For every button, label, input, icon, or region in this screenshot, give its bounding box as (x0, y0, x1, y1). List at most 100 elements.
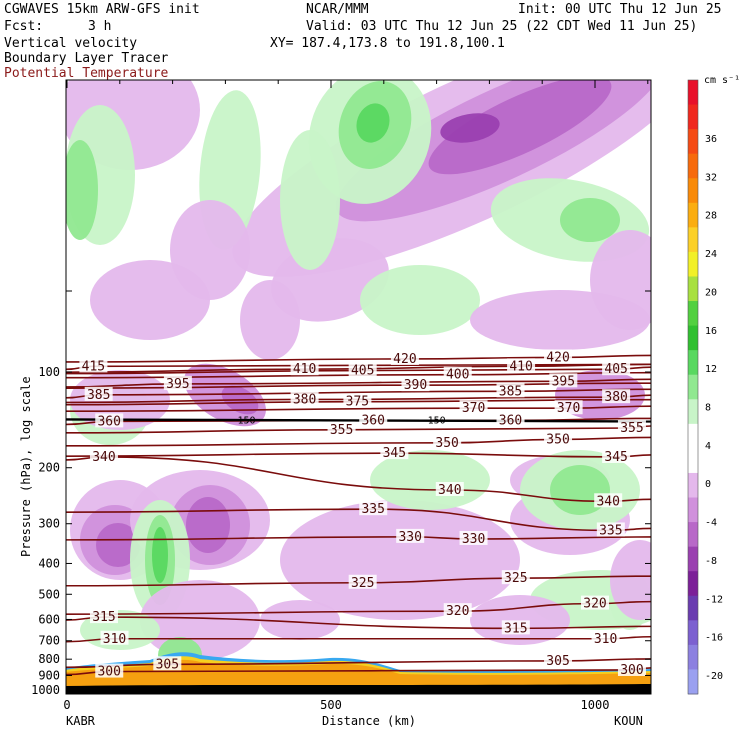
isentrope-label-bg (496, 412, 525, 427)
colorbar-swatch (688, 251, 698, 277)
colorbar-swatch (688, 178, 698, 204)
isentrope-label: 325 (504, 571, 527, 586)
isentrope-label: 355 (330, 423, 353, 438)
velocity-contour-fill (186, 497, 230, 553)
isentrope-label: 330 (462, 532, 485, 547)
isentrope-label: 415 (82, 359, 105, 374)
isentrope-label-bg (507, 358, 536, 373)
velocity-contour-fill (440, 113, 500, 143)
colorbar-swatch (688, 620, 698, 646)
x-tick-label: 500 (320, 698, 342, 712)
isentrope-label-bg (591, 630, 620, 645)
isentrope-label-bg (459, 400, 488, 415)
isentrope-label: 305 (546, 654, 569, 669)
isentrope-label-bg (380, 445, 409, 460)
isentrope-label-bg (153, 656, 182, 671)
isentrope-labels: 300 300 305 305 310 310 315 315 320 320 325 325 330 3… (79, 349, 646, 680)
colorbar-frame (687, 79, 699, 695)
colorbar-unit: cm s⁻¹ (704, 75, 740, 86)
isentrope-label: 360 (97, 414, 120, 429)
isentrope-label: 395 (552, 374, 575, 389)
colorbar-swatch (688, 399, 698, 425)
isentrope-label-bg (459, 530, 488, 545)
isentrope-label: 315 (504, 621, 527, 636)
isentrope-label: 320 (583, 597, 606, 612)
isentrope-label-bg (617, 419, 646, 434)
isentrope-label-bg (79, 358, 108, 373)
isentrope-label: 315 (92, 610, 115, 625)
isentrope-label-bg (443, 603, 472, 618)
isentrope-label: 400 (446, 368, 469, 383)
colorbar-tick-label: 0 (705, 479, 711, 490)
colorbar-swatch (688, 669, 698, 695)
colorbar-swatch (688, 276, 698, 302)
ground (66, 684, 651, 694)
colorbar-swatch (688, 202, 698, 228)
colorbar-tick-label: 24 (705, 249, 717, 260)
forecast-hour: 3 h (88, 19, 112, 34)
isentrope-label: 345 (604, 450, 627, 465)
isentrope-label-bg (348, 574, 377, 589)
isentrope-label-bg (359, 501, 388, 516)
model-title: CGWAVES 15km ARW-GFS init (4, 2, 200, 17)
x-tick-label: 1000 (581, 698, 610, 712)
terrain (66, 652, 651, 694)
init-time: Init: 00 UTC Thu 12 Jun 25 (518, 2, 722, 17)
isentrope-label-bg (602, 361, 631, 376)
velocity-contour-fill (96, 523, 140, 567)
colorbar-tick-label: -16 (705, 633, 723, 644)
isentrope-label: 410 (293, 362, 316, 377)
velocity-contour-fill (152, 527, 168, 583)
isentrope-label: 385 (499, 384, 522, 399)
colorbar-swatch (688, 644, 698, 670)
colorbar-swatch (688, 423, 698, 449)
isentrope-label: 305 (156, 657, 179, 672)
isentrope-label: 345 (383, 446, 406, 461)
isentrope-label-bg (163, 375, 192, 390)
colorbar-swatch (688, 472, 698, 499)
y-tick-label: 800 (38, 652, 60, 666)
tropopause-line (66, 418, 651, 423)
colorbar-swatch (688, 227, 698, 253)
isentrope-label-bg (581, 595, 609, 610)
colorbar-tick-label: 20 (705, 287, 717, 298)
cross-section-endpoints: XY= 187.4,173.8 to 191.8,100.1 (270, 36, 505, 51)
velocity-contour-fill (356, 103, 390, 143)
colorbar-tick-label: 36 (705, 134, 717, 145)
colorbar-swatch (688, 104, 698, 130)
isentrope-label-bg (443, 366, 472, 381)
isentrope-line (66, 575, 651, 587)
isentrope-label: 340 (596, 494, 619, 509)
isentrope-label-bg (327, 421, 356, 436)
y-tick-label: 500 (38, 587, 60, 601)
isentrope-label-bg (501, 620, 530, 635)
isentrope-label-bg (390, 350, 419, 365)
isentrope-label-bg (84, 386, 113, 401)
colorbar-swatch (688, 325, 698, 351)
org-label: NCAR/MMM (306, 2, 369, 17)
isentrope-label: 330 (398, 530, 421, 545)
plot-frame (65, 79, 652, 695)
isentrope-label-bg (290, 391, 319, 406)
isentrope-label-bg (501, 570, 530, 585)
isentrope-label-bg (89, 609, 118, 624)
isentrope-label-bg (89, 448, 118, 463)
isentrope-label-bg (95, 663, 124, 678)
isentrope-label-bg (617, 661, 646, 676)
isentrope-label-bg (433, 434, 462, 449)
velocity-contour-fill (280, 500, 520, 620)
isentrope-label: 335 (361, 502, 384, 517)
isentrope-label-bg (348, 362, 377, 377)
isentrope-label-bg (594, 493, 623, 508)
y-tick-label: 900 (38, 668, 60, 682)
tropopause-label: 150 (428, 415, 446, 426)
colorbar-swatch (688, 129, 698, 155)
y-tick-label: 300 (38, 517, 60, 531)
velocity-contour-fill (560, 198, 620, 242)
velocity-contour-fill (590, 230, 651, 330)
isentrope-label-bg (602, 389, 631, 404)
colorbar-swatch (688, 301, 698, 327)
isentrope-label: 420 (546, 350, 569, 365)
isentrope-label: 395 (166, 377, 189, 392)
